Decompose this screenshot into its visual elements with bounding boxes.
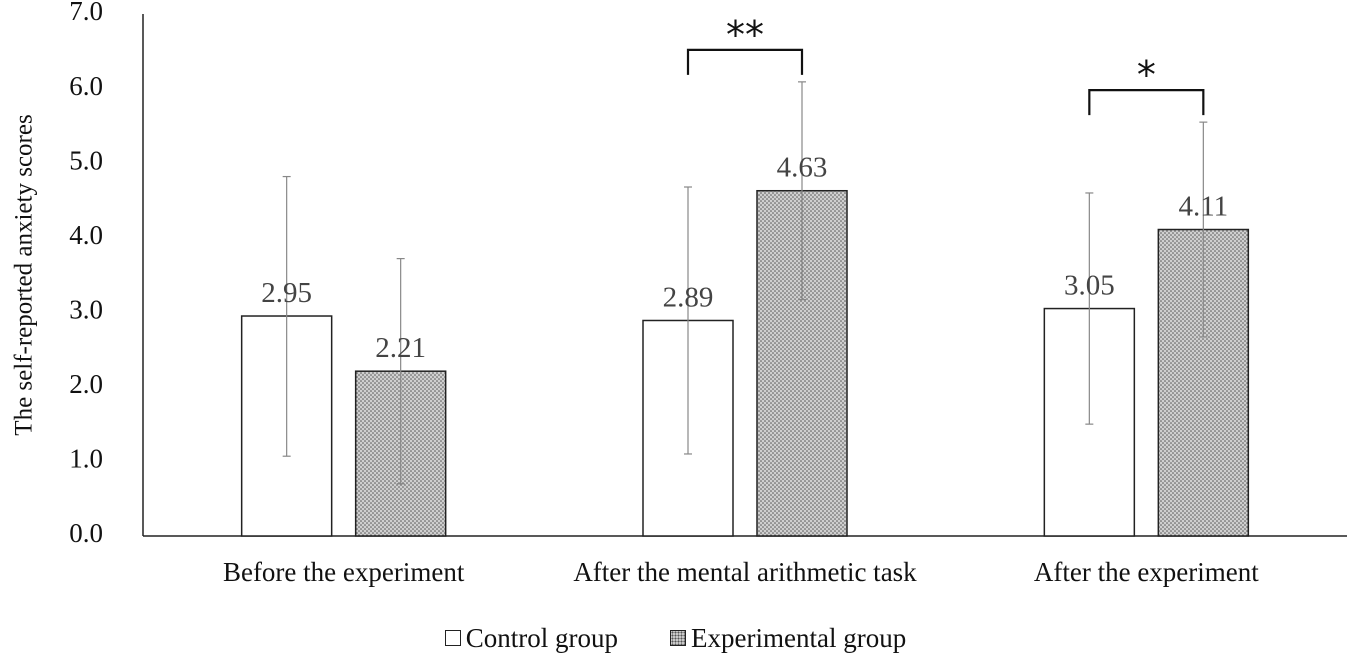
data-label: 4.11 [1178,191,1228,223]
data-label: 3.05 [1064,270,1115,302]
y-axis-title: The self-reported anxiety scores [11,114,38,435]
data-label: 2.95 [261,277,312,309]
legend-item-control: Control group [444,622,619,654]
x-tick-label: After the mental arithmetic task [573,557,917,587]
significance-bracket [686,48,804,75]
y-tick-label: 2.0 [69,369,103,399]
legend: Control group Experimental group [0,618,1351,658]
y-tick-label: 1.0 [69,444,103,474]
legend-label-experimental: Experimental group [691,622,907,653]
y-tick-label: 0.0 [69,518,103,548]
x-tick-label: After the experiment [1034,557,1259,587]
significance-bracket [1088,89,1205,116]
y-tick-label: 6.0 [69,71,103,101]
legend-label-control: Control group [465,622,619,653]
data-label: 4.63 [777,152,828,184]
legend-swatch-experimental [670,630,687,646]
y-tick-label: 7.0 [69,0,103,26]
legend-swatch-control [444,630,461,646]
data-label: 2.89 [663,281,714,313]
y-tick-label: 5.0 [69,145,103,175]
x-tick-label: Before the experiment [223,557,465,587]
y-tick-label: 4.0 [69,220,103,250]
y-tick-label: 3.0 [69,294,103,324]
data-label: 2.21 [375,332,426,364]
legend-item-experimental: Experimental group [670,623,906,654]
significance-marker: ** [726,13,764,57]
significance-marker: * [1137,53,1156,97]
